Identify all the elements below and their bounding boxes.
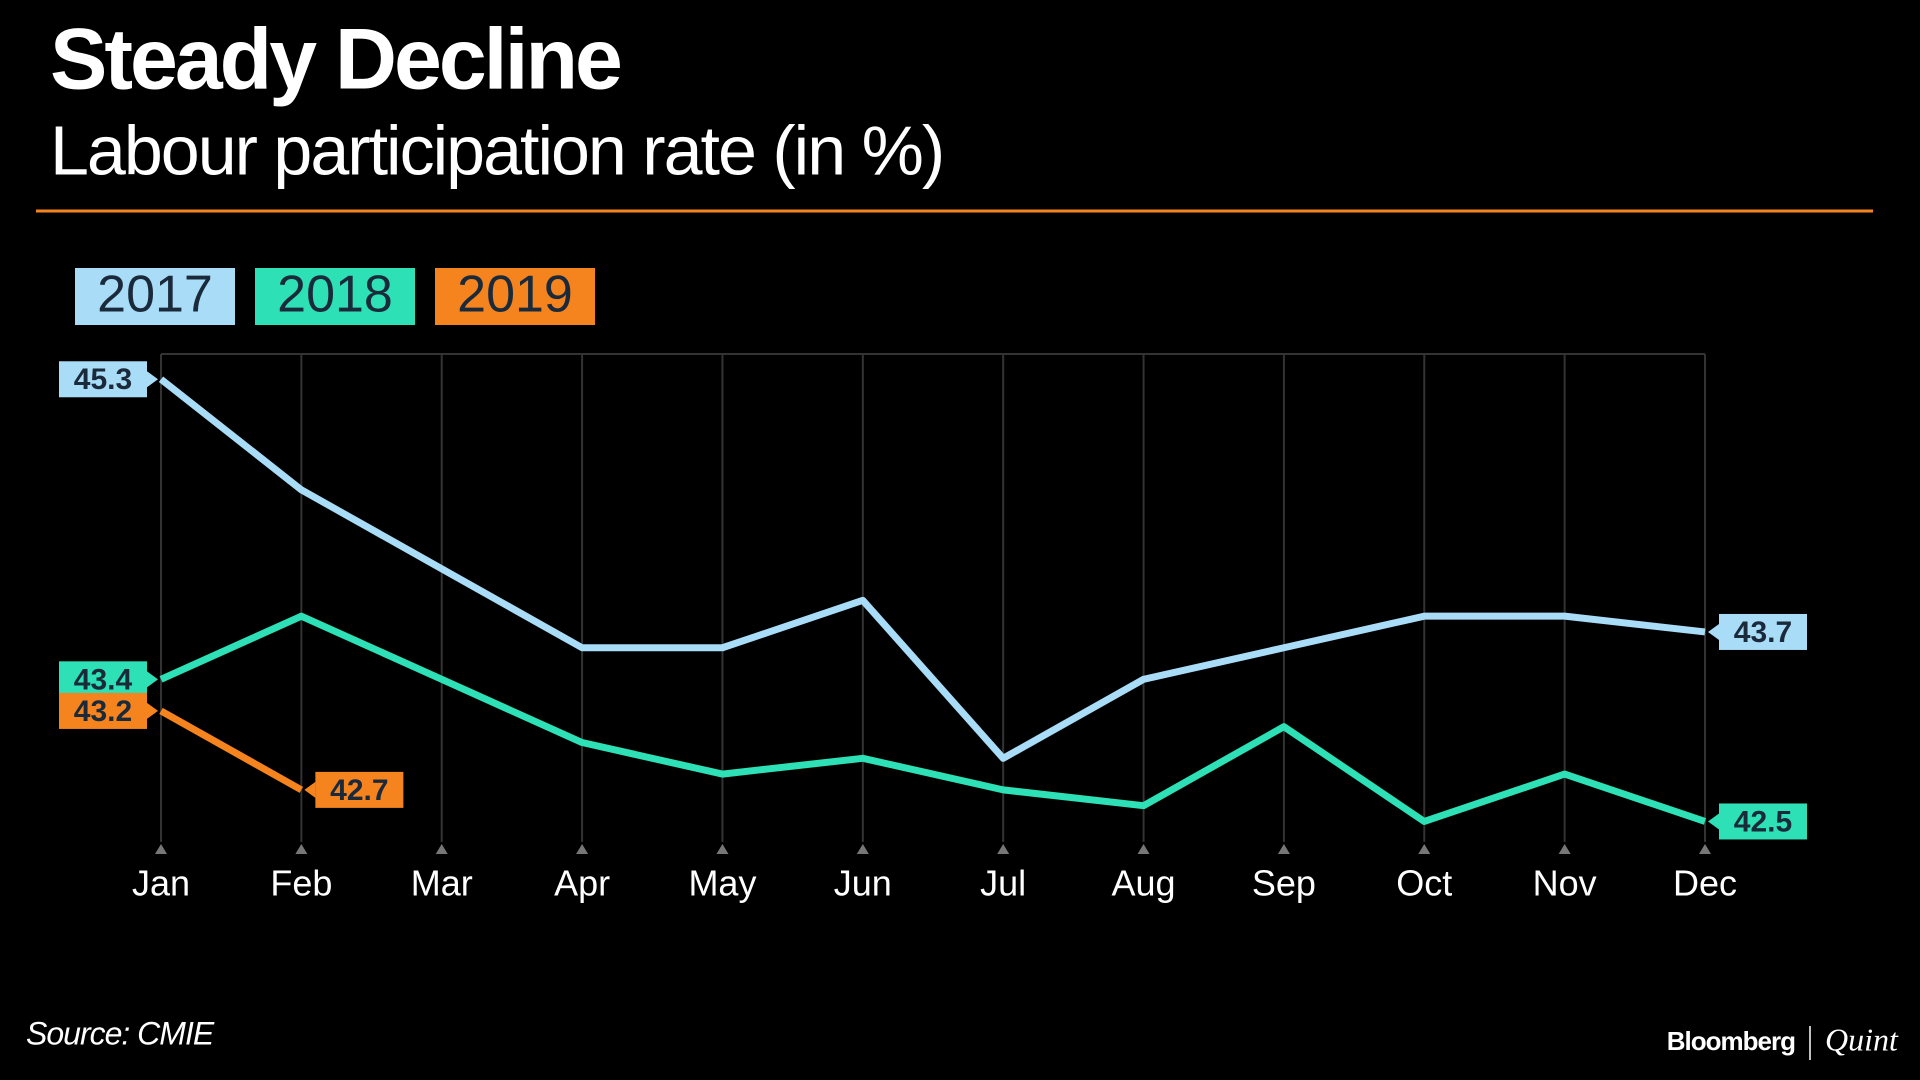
x-tick-label: Jul xyxy=(980,863,1026,904)
legend-label: 2018 xyxy=(277,266,393,324)
x-tick-label: May xyxy=(688,863,756,904)
legend-label: 2019 xyxy=(457,266,573,324)
legend-swatch xyxy=(435,268,595,325)
chart-subtitle: Labour participation rate (in %) xyxy=(50,111,943,189)
data-label-pointer xyxy=(147,671,158,688)
x-tick-mark xyxy=(435,844,448,854)
legend-swatch xyxy=(75,268,235,325)
data-label-pointer xyxy=(304,781,316,798)
x-tick-label: Jan xyxy=(132,863,190,904)
data-label: 43.4 xyxy=(74,663,133,696)
data-label-box xyxy=(1719,803,1807,840)
x-tick-mark xyxy=(856,844,869,854)
x-tick-label: Dec xyxy=(1673,863,1737,904)
x-tick-mark xyxy=(1277,844,1290,854)
x-tick-label: Mar xyxy=(411,863,473,904)
x-tick-mark xyxy=(1137,844,1150,854)
x-tick-mark xyxy=(155,844,167,854)
legend-swatch xyxy=(255,268,415,325)
data-label-box xyxy=(59,361,147,398)
data-label-pointer xyxy=(147,371,158,388)
x-tick-label: Jun xyxy=(834,863,892,904)
x-tick-label: Apr xyxy=(554,863,610,904)
chart-title: Steady Decline xyxy=(50,12,620,108)
x-tick-label: Sep xyxy=(1252,863,1316,904)
source: Source: CMIE xyxy=(26,1015,215,1051)
data-label-box xyxy=(59,692,147,729)
data-label: 43.7 xyxy=(1734,616,1792,649)
x-tick-label: Oct xyxy=(1396,863,1452,904)
x-tick-label: Nov xyxy=(1533,863,1597,904)
x-tick-label: Aug xyxy=(1112,863,1176,904)
data-label-box xyxy=(315,771,404,808)
data-label: 42.7 xyxy=(330,774,388,807)
x-tick-mark xyxy=(1699,844,1711,854)
data-label-pointer xyxy=(1708,623,1719,640)
x-tick-mark xyxy=(1418,844,1431,854)
data-label: 45.3 xyxy=(74,363,132,396)
brand-bloomberg: Bloomberg xyxy=(1667,1026,1795,1056)
brand-quint: Quint xyxy=(1825,1021,1899,1057)
data-label: 42.5 xyxy=(1734,805,1792,838)
x-tick-mark xyxy=(295,844,308,854)
x-tick-mark xyxy=(1558,844,1571,854)
series-line xyxy=(159,707,304,793)
data-label-box xyxy=(1719,613,1807,650)
series-line xyxy=(158,376,1706,762)
data-label-box xyxy=(59,661,147,698)
x-tick-mark xyxy=(576,844,589,854)
legend-label: 2017 xyxy=(97,266,213,324)
data-label-pointer xyxy=(1708,813,1719,830)
data-label: 43.2 xyxy=(74,695,132,728)
series-line xyxy=(159,612,1707,825)
x-tick-mark xyxy=(716,844,729,854)
data-label-pointer xyxy=(147,702,158,719)
x-tick-mark xyxy=(997,844,1010,854)
x-tick-label: Feb xyxy=(270,863,332,904)
